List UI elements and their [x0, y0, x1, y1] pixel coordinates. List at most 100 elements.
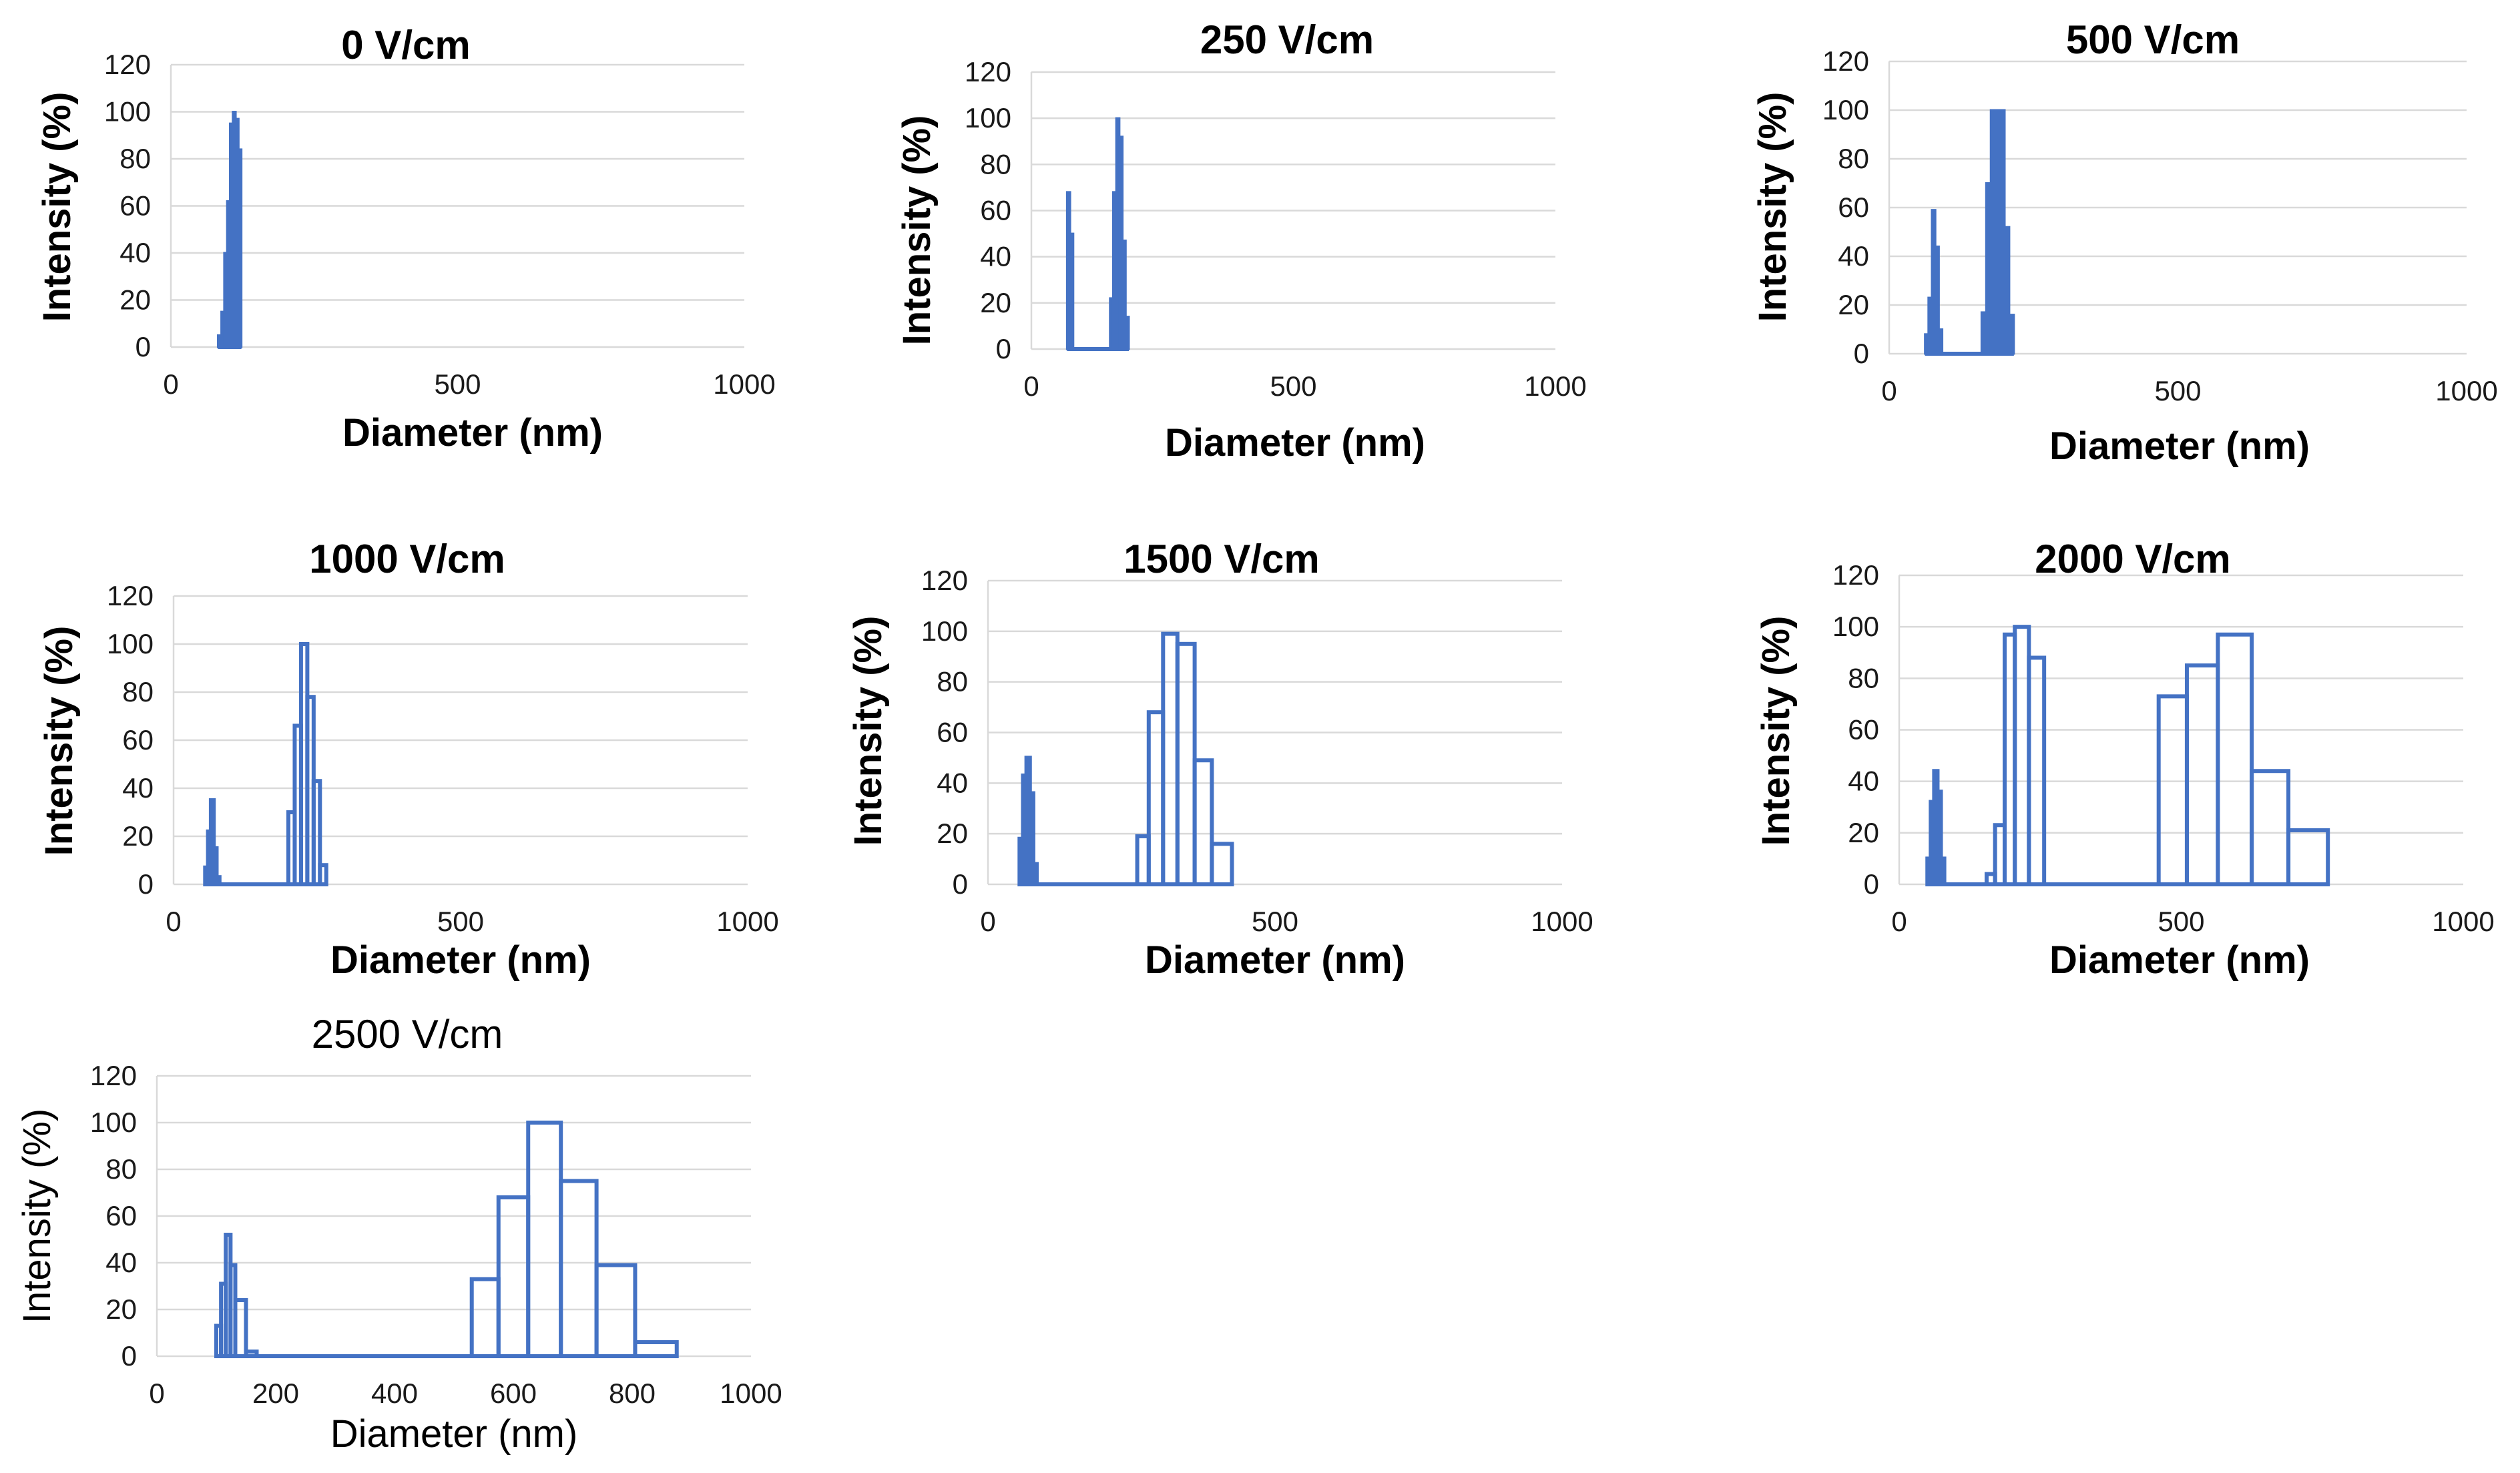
x-tick-label: 800: [609, 1378, 656, 1409]
x-axis-label: Diameter (nm): [342, 411, 603, 455]
y-tick-label: 120: [921, 565, 968, 596]
x-axis-label: Diameter (nm): [1165, 421, 1425, 465]
histogram-bar: [1121, 239, 1127, 350]
x-tick-label: 500: [1252, 906, 1298, 937]
y-tick-label: 0: [1864, 868, 1879, 900]
x-tick-label: 0: [163, 368, 178, 400]
histogram-bar: [1124, 316, 1130, 350]
y-tick-label: 100: [921, 615, 968, 647]
y-tick-label: 60: [119, 190, 151, 222]
chart-panel-1: 0 20 40 60 80 100 120 0 500 1000 250 V/cm Diameter …: [895, 17, 1587, 465]
histogram-bar: [2008, 314, 2015, 355]
chart-panel-0: 0 20 40 60 80 100 120 0 500 1000 0 V/cm Diameter (n…: [35, 23, 776, 455]
y-tick-label: 20: [119, 284, 151, 316]
y-tick-label: 120: [1822, 45, 1869, 77]
y-tick-label: 0: [1854, 338, 1869, 369]
y-tick-label: 80: [119, 143, 151, 174]
y-tick-label: 120: [965, 56, 1011, 87]
x-tick-label: 0: [149, 1378, 164, 1409]
x-tick-label: 200: [252, 1378, 299, 1409]
chart-panel-2: 0 20 40 60 80 100 120 0 500 1000 500 V/cm Diameter …: [1751, 17, 2498, 468]
x-tick-label: 1000: [2435, 375, 2497, 406]
x-tick-label: 500: [434, 368, 481, 400]
histogram-bar: [526, 1121, 563, 1358]
y-tick-label: 60: [105, 1200, 137, 1231]
histogram-bar: [1192, 758, 1214, 887]
histogram-bar: [1069, 232, 1075, 350]
histogram-bar: [1937, 328, 1944, 355]
histogram-bar: [1146, 710, 1166, 886]
y-tick-label: 0: [136, 331, 151, 362]
x-tick-label: 500: [437, 906, 484, 937]
y-tick-label: 100: [1822, 94, 1869, 125]
x-tick-label: 500: [2158, 906, 2204, 937]
y-tick-label: 60: [980, 195, 1011, 226]
histogram-bar: [233, 1298, 248, 1358]
x-tick-label: 0: [1023, 370, 1039, 402]
y-tick-label: 20: [1848, 817, 1879, 848]
chart-title: 1000 V/cm: [309, 537, 505, 581]
y-tick-label: 40: [119, 237, 151, 268]
chart-title: 1500 V/cm: [1123, 537, 1320, 581]
y-tick-label: 100: [104, 96, 151, 127]
y-tick-label: 100: [107, 628, 154, 659]
y-axis-label: Intensity (%): [895, 115, 939, 346]
y-tick-label: 100: [965, 102, 1011, 133]
y-tick-label: 80: [937, 666, 968, 697]
x-tick-label: 1000: [716, 906, 778, 937]
histogram-bar: [469, 1277, 501, 1358]
chart-panel-5: 0 20 40 60 80 100 120 0 500 1000 2000 V/cm Diameter…: [1754, 537, 2495, 982]
y-tick-label: 80: [1848, 662, 1879, 693]
chart-panel-6: 0 20 40 60 80 100 120 0 200 400 600 800 1000 2500 V/c…: [15, 1012, 782, 1456]
histogram-bar: [2156, 694, 2189, 886]
y-tick-label: 40: [937, 767, 968, 798]
y-axis-label: Intensity (%): [15, 1109, 59, 1323]
y-tick-label: 60: [122, 724, 154, 756]
y-tick-label: 20: [122, 820, 154, 852]
y-tick-label: 0: [953, 868, 968, 900]
chart-panel-4: 0 20 40 60 80 100 120 0 500 1000 1500 V/cm Diameter…: [846, 537, 1593, 982]
y-tick-label: 20: [937, 818, 968, 849]
histogram-bar: [2286, 828, 2330, 886]
y-tick-label: 40: [122, 772, 154, 804]
histogram-bar: [496, 1195, 531, 1358]
x-tick-label: 1000: [713, 368, 775, 400]
histogram-bar: [318, 863, 328, 886]
y-tick-label: 20: [105, 1293, 137, 1325]
histogram-bar: [1210, 842, 1234, 887]
y-tick-label: 100: [1832, 611, 1879, 642]
y-tick-label: 40: [1838, 240, 1869, 272]
histogram-bar: [244, 1350, 259, 1358]
x-tick-label: 500: [2154, 375, 2201, 406]
x-tick-label: 600: [490, 1378, 537, 1409]
y-tick-label: 120: [104, 49, 151, 80]
histogram-bar: [1934, 245, 1940, 355]
x-tick-label: 1000: [1531, 906, 1593, 937]
y-tick-label: 80: [105, 1153, 137, 1185]
x-axis-label: Diameter (nm): [2049, 424, 2310, 468]
x-tick-label: 400: [371, 1378, 418, 1409]
x-tick-label: 0: [166, 906, 181, 937]
histogram-bar: [1939, 856, 1947, 886]
x-tick-label: 1000: [2432, 906, 2494, 937]
chart-title: 2500 V/cm: [312, 1012, 503, 1057]
histogram-bar: [2013, 625, 2031, 887]
y-tick-label: 20: [1838, 289, 1869, 320]
histogram-bar: [1175, 641, 1197, 887]
histogram-bar: [633, 1340, 679, 1358]
x-axis-label: Diameter (nm): [330, 938, 591, 982]
x-axis-label: Diameter (nm): [330, 1412, 578, 1456]
y-tick-label: 20: [980, 287, 1011, 318]
x-axis-label: Diameter (nm): [1145, 938, 1405, 982]
y-axis-label: Intensity (%): [1754, 616, 1798, 846]
chart-title: 250 V/cm: [1200, 17, 1374, 62]
x-tick-label: 0: [1891, 906, 1907, 937]
chart-panel-3: 0 20 40 60 80 100 120 0 500 1000 1000 V/cm Diameter…: [37, 537, 779, 982]
y-tick-label: 60: [1848, 714, 1879, 746]
x-tick-label: 500: [1270, 370, 1316, 402]
y-tick-label: 0: [996, 333, 1011, 364]
chart-title: 500 V/cm: [2066, 17, 2240, 62]
histogram-bar: [311, 779, 322, 886]
histogram-bar: [2027, 655, 2047, 886]
